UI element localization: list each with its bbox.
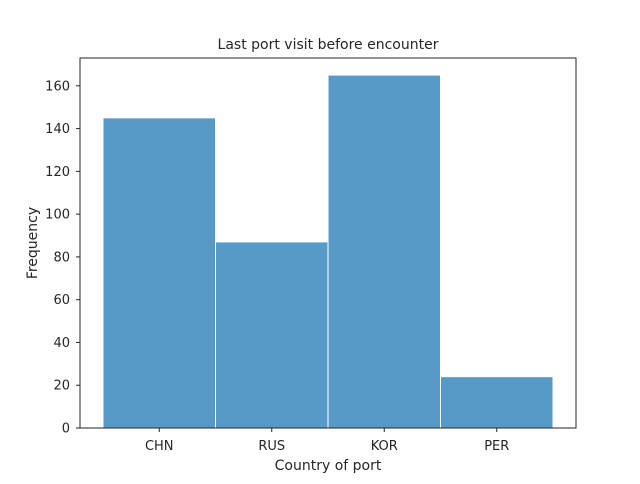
y-tick-label: 60 [53,293,70,308]
bars-layer [102,74,554,429]
y-tick-label: 140 [45,122,70,137]
y-tick-label: 160 [45,79,70,94]
bar-rus [215,241,329,429]
y-tick-label: 40 [53,336,70,351]
x-axis-ticks: CHN RUS KOR PER [145,428,509,454]
y-tick-label: 20 [53,379,70,394]
y-tick-label: 0 [62,422,70,437]
bar-kor [327,74,441,429]
y-tick-label: 100 [45,208,70,223]
x-tick-label: PER [484,439,509,454]
bar-chn [102,117,216,429]
x-tick-label: CHN [145,439,174,454]
bar-per [440,376,554,429]
x-axis-label: Country of port [275,458,382,474]
y-axis-label: Frequency [25,207,41,279]
y-tick-label: 80 [53,250,70,265]
x-tick-label: KOR [371,439,398,454]
y-axis-ticks: 0 20 40 60 80 100 120 140 160 [45,79,80,437]
plot-frame [79,57,577,429]
x-tick-label: RUS [258,439,285,454]
chart-title: Last port visit before encounter [218,37,439,53]
y-tick-label: 120 [45,165,70,180]
